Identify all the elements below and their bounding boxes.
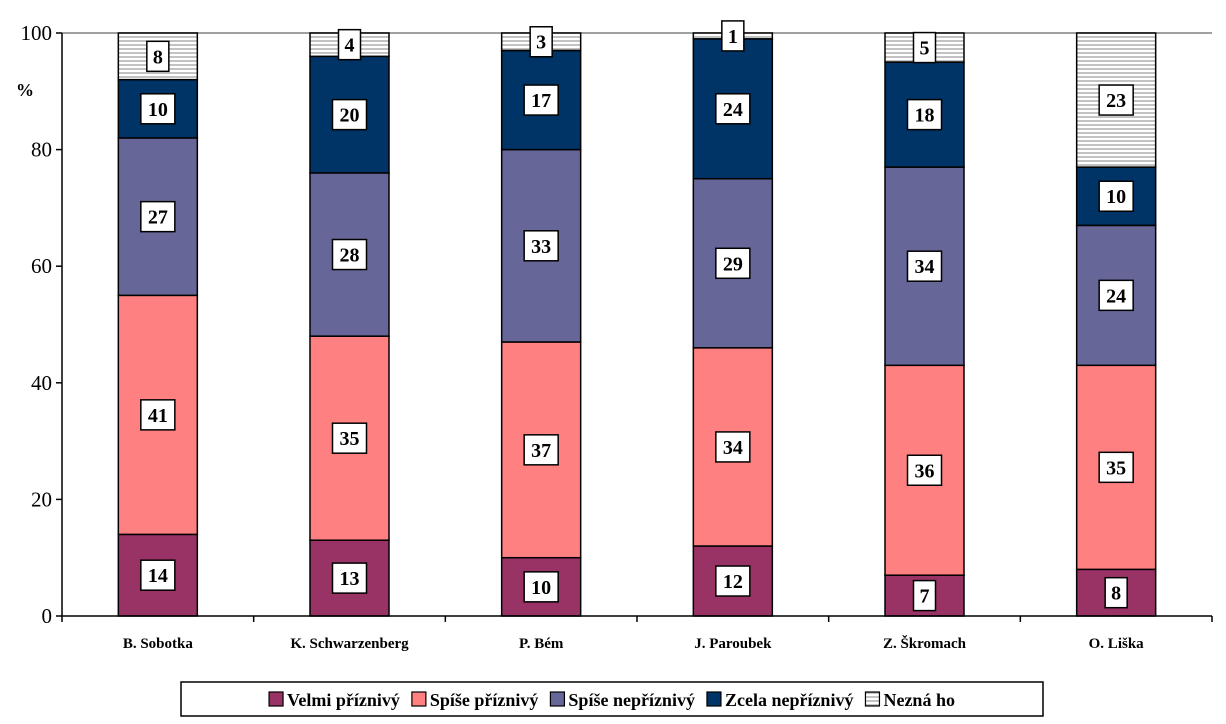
data-label-box-1-6 xyxy=(1104,576,1128,609)
category-label-5: Z. Škromach xyxy=(883,635,967,652)
data-label-box-4-1 xyxy=(140,93,176,125)
data-label-1-1: 14 xyxy=(148,565,168,587)
data-labels-layer: 1441271081335282041037331731234292417363… xyxy=(140,20,1134,612)
data-label-4-1: 10 xyxy=(148,99,168,121)
data-label-box-1-3 xyxy=(523,571,559,603)
legend-label-3: Spíše nepříznivý xyxy=(568,690,695,710)
legend-swatch-4 xyxy=(706,691,722,707)
data-label-2-3: 37 xyxy=(531,440,551,462)
legend-label-2: Spíše příznivý xyxy=(430,690,539,710)
data-label-box-4-3 xyxy=(523,84,559,116)
data-label-box-3-5 xyxy=(906,250,943,282)
data-label-1-5: 7 xyxy=(920,586,930,608)
data-label-box-3-6 xyxy=(1098,279,1134,312)
y-tick-label-4: 60 xyxy=(31,254,52,278)
y-tick-label-3: 40 xyxy=(31,371,52,395)
data-label-3-4: 29 xyxy=(723,253,743,275)
data-label-1-2: 13 xyxy=(340,568,360,590)
legend-swatch-1 xyxy=(268,691,284,707)
y-tick-label-6: 100 xyxy=(21,21,53,45)
data-label-4-4: 24 xyxy=(723,99,743,121)
legend: Velmi příznivý Spíše příznivý Spíše nepříz… xyxy=(180,681,1044,717)
data-label-box-5-2 xyxy=(337,28,362,61)
data-label-1-3: 10 xyxy=(531,577,551,599)
data-label-box-2-1 xyxy=(140,399,176,431)
bar-segment-2-3 xyxy=(500,341,582,559)
data-label-box-2-3 xyxy=(523,434,559,466)
data-label-box-4-6 xyxy=(1098,180,1134,212)
data-label-box-3-3 xyxy=(523,230,559,262)
data-label-box-3-4 xyxy=(715,247,751,280)
data-label-2-4: 34 xyxy=(723,437,743,459)
data-label-3-6: 24 xyxy=(1106,285,1126,307)
data-label-box-5-5 xyxy=(912,31,937,64)
category-label-1: B. Sobotka xyxy=(123,636,194,652)
data-label-3-3: 33 xyxy=(531,236,551,258)
data-label-4-3: 17 xyxy=(531,90,551,112)
data-label-2-2: 35 xyxy=(340,428,360,450)
data-label-2-5: 36 xyxy=(915,460,935,482)
category-label-3: P. Bém xyxy=(519,636,564,652)
data-label-box-1-1 xyxy=(140,559,176,591)
data-label-1-6: 8 xyxy=(1111,583,1121,605)
data-label-box-5-3 xyxy=(529,25,553,58)
legend-label-4: Zcela nepříznivý xyxy=(725,690,854,710)
data-label-5-2: 4 xyxy=(345,35,355,57)
data-label-3-2: 28 xyxy=(340,245,360,267)
data-label-box-5-4 xyxy=(721,20,745,52)
data-label-box-2-2 xyxy=(331,422,368,454)
data-label-4-2: 20 xyxy=(340,105,360,127)
data-label-box-4-2 xyxy=(331,98,368,131)
y-tick-label-5: 80 xyxy=(31,138,52,162)
data-label-2-6: 35 xyxy=(1106,457,1126,479)
bars-layer xyxy=(117,32,1157,617)
data-label-2-1: 41 xyxy=(148,405,168,427)
data-label-box-5-6 xyxy=(1098,84,1134,116)
legend-swatch-3 xyxy=(549,691,566,707)
legend-swatch-2 xyxy=(411,691,427,707)
data-label-5-3: 3 xyxy=(536,32,546,54)
y-tick-label-1: 0 xyxy=(42,604,53,628)
data-label-box-2-6 xyxy=(1098,451,1134,484)
category-label-6: O. Liška xyxy=(1089,636,1145,652)
data-label-1-4: 12 xyxy=(723,571,743,593)
data-label-box-2-4 xyxy=(715,431,751,463)
data-label-box-3-1 xyxy=(140,200,176,233)
y-unit-label: % xyxy=(16,80,34,100)
data-label-5-4: 1 xyxy=(728,26,738,48)
data-label-box-5-1 xyxy=(146,40,170,73)
data-label-box-3-2 xyxy=(331,238,368,271)
legend-swatch-5 xyxy=(864,691,881,707)
data-label-4-6: 10 xyxy=(1106,186,1126,208)
data-label-box-1-4 xyxy=(715,565,751,597)
legend-label-5: Nezná ho xyxy=(883,690,955,710)
data-label-box-4-4 xyxy=(715,93,751,125)
legend-label-1: Velmi příznivý xyxy=(287,690,400,710)
data-label-box-1-2 xyxy=(331,562,368,594)
category-label-2: K. Schwarzenberg xyxy=(290,636,409,652)
legend-frame xyxy=(180,681,1044,717)
y-tick-label-2: 20 xyxy=(31,487,52,511)
data-label-3-1: 27 xyxy=(148,207,168,229)
data-label-3-5: 34 xyxy=(915,256,935,278)
data-label-5-6: 23 xyxy=(1106,90,1126,112)
data-label-box-4-5 xyxy=(906,98,943,131)
data-label-box-2-5 xyxy=(906,454,943,486)
data-label-box-1-5 xyxy=(912,579,937,612)
axes-layer: B. Sobotka K. Schwarzenberg P. Bém J. Parou… xyxy=(16,21,1213,652)
data-label-4-5: 18 xyxy=(915,105,935,127)
category-label-4: J. Paroubek xyxy=(694,636,772,652)
data-label-5-5: 5 xyxy=(920,38,930,60)
data-label-5-1: 8 xyxy=(153,46,163,68)
